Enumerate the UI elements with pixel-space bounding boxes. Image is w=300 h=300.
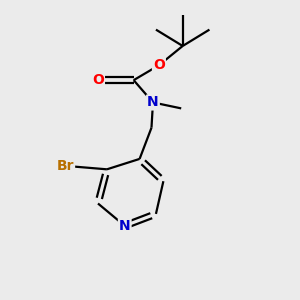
- Text: O: O: [92, 73, 104, 87]
- Text: O: O: [153, 58, 165, 72]
- Text: N: N: [147, 95, 159, 110]
- Text: Br: Br: [56, 159, 74, 173]
- Text: N: N: [119, 219, 130, 233]
